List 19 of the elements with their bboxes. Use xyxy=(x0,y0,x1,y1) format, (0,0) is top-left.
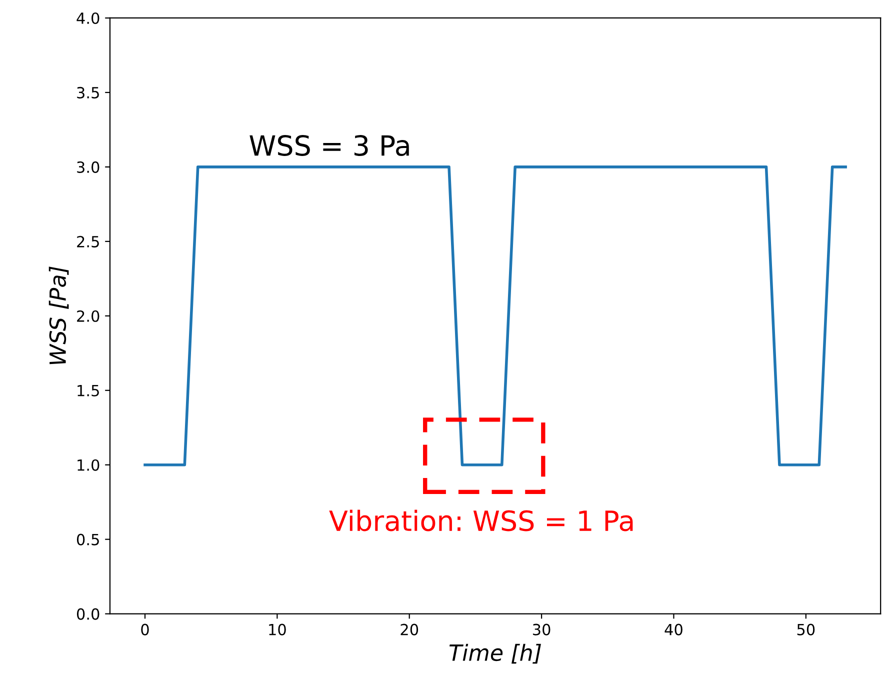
x-axis-title: Time [h] xyxy=(449,644,541,664)
annotation: Vibration: WSS = 1 Pa xyxy=(329,510,633,532)
y-tick-label: 0.0 xyxy=(76,608,100,620)
y-tick-label: 2.5 xyxy=(77,236,99,248)
x-tick-label: 40 xyxy=(664,624,682,636)
y-tick-label: 1.5 xyxy=(78,385,99,396)
annotation: WSS = 3 Pa xyxy=(250,134,409,156)
x-tick-label: 10 xyxy=(269,624,286,636)
x-tick-label: 30 xyxy=(532,624,550,636)
y-tick-label: 4.0 xyxy=(76,12,100,24)
x-tick-label: 20 xyxy=(400,624,418,636)
y-tick-label: 3.0 xyxy=(77,161,100,173)
y-tick-label: 3.5 xyxy=(77,86,99,98)
y-tick-label: 1.0 xyxy=(78,459,100,471)
x-tick-label: 0 xyxy=(141,624,149,636)
x-tick-label: 50 xyxy=(797,624,815,636)
y-axis-title: WSS [Pa] xyxy=(48,266,69,364)
y-tick-label: 0.5 xyxy=(76,534,99,546)
y-tick-label: 2.0 xyxy=(77,310,100,322)
